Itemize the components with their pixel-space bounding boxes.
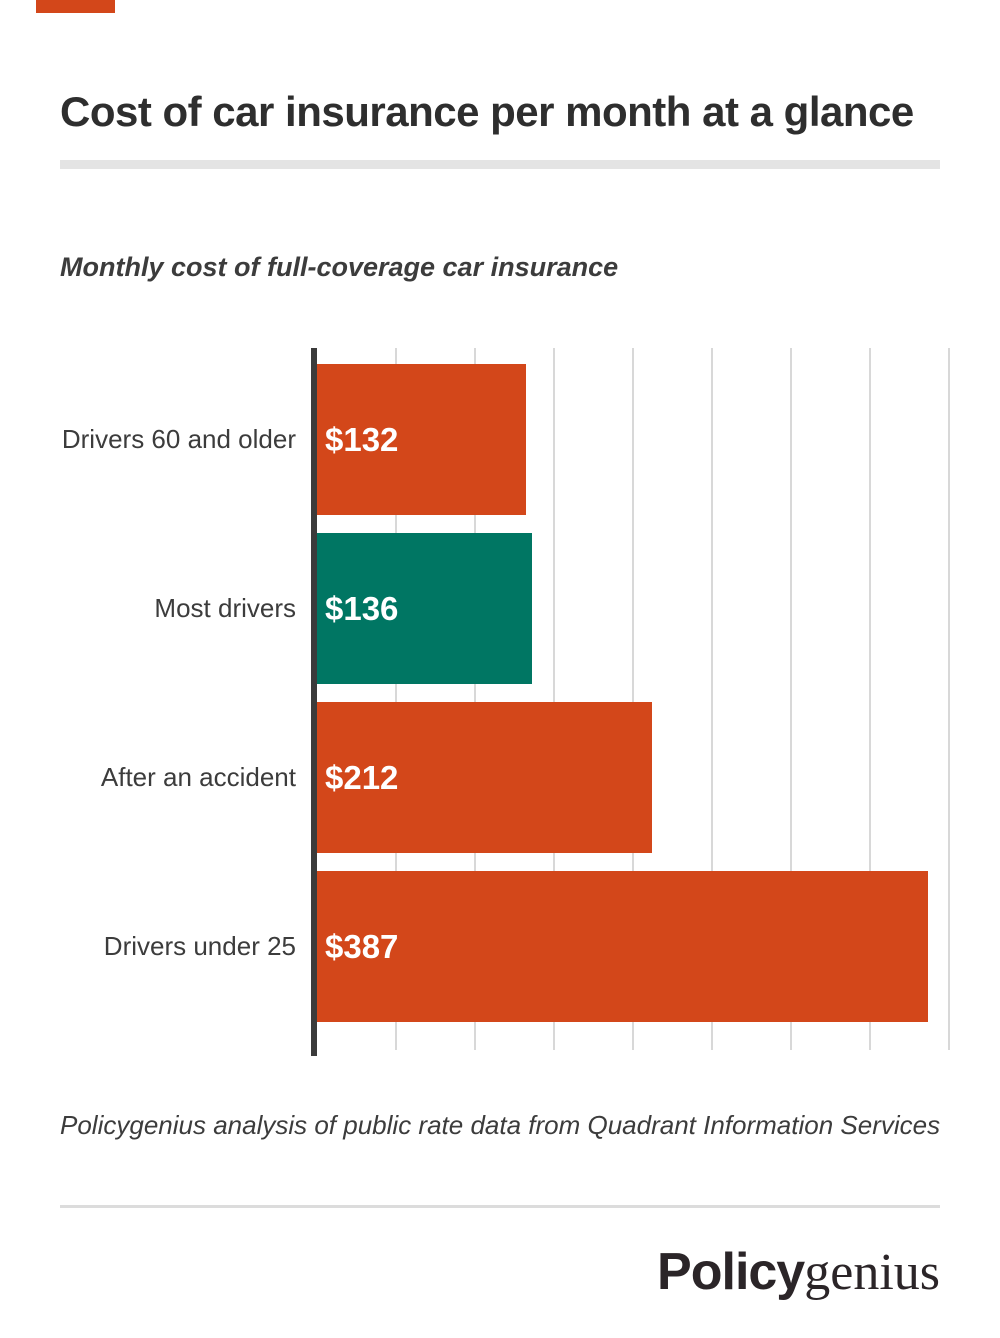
bar-value-label: $387 [325,927,399,965]
bar-row: Drivers 60 and older $132 [0,364,1000,515]
bar-most-drivers: $136 [317,533,532,684]
bar-value-label: $132 [325,420,399,458]
policygenius-logo: Policygenius [657,1243,940,1301]
bar-drivers-under-25: $387 [317,871,929,1022]
y-axis-line [311,348,317,1056]
gridline [474,348,476,1050]
logo-serif-text: genius [804,1244,940,1301]
category-label: Most drivers [154,593,296,623]
gridline [395,348,397,1050]
bar-drivers-60-and-older: $132 [317,364,526,515]
page-title: Cost of car insurance per month at a gla… [60,88,914,135]
category-label: Drivers 60 and older [61,424,296,454]
logo-bold-text: Policy [657,1243,805,1301]
gridline [632,348,634,1050]
chart-subtitle: Monthly cost of full-coverage car insura… [60,252,619,282]
gridline [869,348,871,1050]
gridline [711,348,713,1050]
bar-after-an-accident: $212 [317,702,652,853]
gridline [790,348,792,1050]
gridline [948,348,950,1050]
bar-row: Most drivers $136 [0,533,1000,684]
gridline [553,348,555,1050]
category-label: After an accident [100,762,296,792]
bar-row: Drivers under 25 $387 [0,871,1000,1022]
bar-row: After an accident $212 [0,702,1000,853]
bar-chart: Drivers 60 and older $132 Most drivers $136… [0,348,1000,1056]
title-divider [60,160,940,169]
category-label: Drivers under 25 [103,931,296,961]
top-left-accent-bar [36,0,115,13]
bar-value-label: $212 [325,758,399,796]
source-note: Policygenius analysis of public rate dat… [60,1110,941,1140]
bar-value-label: $136 [325,589,399,627]
footer-divider [60,1205,940,1208]
